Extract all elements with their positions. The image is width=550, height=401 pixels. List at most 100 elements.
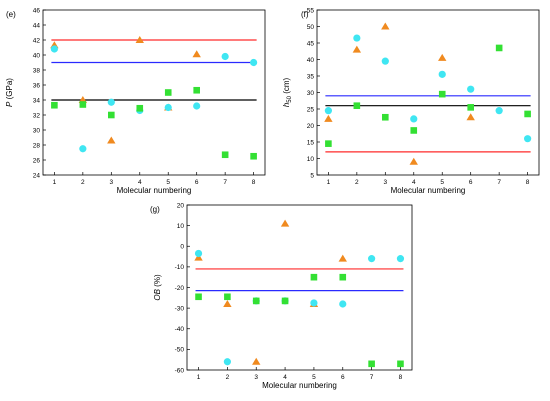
data-point-circle xyxy=(467,85,475,93)
data-point-square xyxy=(410,127,418,134)
data-point-triangle xyxy=(107,136,116,144)
chart-panel-2: -60 -50 -40 -30 -20 -10 0 10 20 1 2 3 4 5 6 7 8 Molecular… xyxy=(150,202,413,390)
data-point-circle xyxy=(250,58,258,67)
data-point-circle xyxy=(324,107,332,115)
x-tick-label: 7 xyxy=(370,374,374,381)
data-point-circle xyxy=(339,300,347,308)
data-point-circle xyxy=(50,45,58,53)
y-axis-title: h50 (cm) xyxy=(282,77,293,107)
x-tick-label: 4 xyxy=(138,179,142,186)
x-axis-title: Molecular numbering xyxy=(391,186,466,195)
data-point-circle xyxy=(524,135,532,143)
data-point-triangle xyxy=(324,114,333,122)
data-point-square xyxy=(310,273,318,281)
y-tick-label: 36 xyxy=(33,82,41,89)
data-point-square xyxy=(221,151,229,159)
y-tick-label: 26 xyxy=(33,157,41,164)
y-tick-label: 40 xyxy=(307,57,315,64)
data-point-circle xyxy=(381,57,389,65)
y-tick-label: 32 xyxy=(33,112,41,119)
y-tick-label: 10 xyxy=(177,223,185,230)
data-point-triangle xyxy=(194,253,203,261)
x-tick-label: 3 xyxy=(383,179,387,186)
y-tick-label: 38 xyxy=(33,67,41,74)
data-point-square xyxy=(51,101,58,109)
x-tick-label: 8 xyxy=(252,179,256,186)
data-point-square xyxy=(250,152,257,160)
data-point-square xyxy=(164,89,172,96)
y-tick-label: 24 xyxy=(33,172,41,179)
x-tick-label: 5 xyxy=(440,179,444,186)
y-tick-label: 35 xyxy=(307,73,315,80)
x-tick-label: 6 xyxy=(195,179,199,186)
data-point-square xyxy=(368,360,375,368)
y-tick-label: 30 xyxy=(33,127,41,134)
y-tick-label: 46 xyxy=(33,7,41,14)
x-tick-label: 7 xyxy=(497,179,501,186)
data-point-circle xyxy=(495,107,503,115)
x-axis-title: Molecular numbering xyxy=(117,186,192,195)
data-point-square xyxy=(252,297,260,305)
plot-frame xyxy=(186,204,413,371)
y-tick-label: 28 xyxy=(33,142,41,149)
data-point-square xyxy=(281,297,289,305)
data-point-square xyxy=(397,360,404,368)
data-point-triangle xyxy=(338,254,347,262)
data-point-triangle xyxy=(280,219,290,227)
data-point-triangle xyxy=(135,36,144,43)
data-point-circle xyxy=(410,115,418,123)
y-tick-label: -50 xyxy=(175,347,185,354)
data-point-triangle xyxy=(381,22,390,30)
data-point-circle xyxy=(368,255,376,263)
y-axis-title: OB (%) xyxy=(153,274,162,301)
y-tick-label: -10 xyxy=(175,264,185,271)
data-point-circle xyxy=(353,34,361,42)
x-tick-label: 6 xyxy=(469,179,473,186)
data-point-circle xyxy=(79,145,87,153)
y-tick-label: 34 xyxy=(33,97,41,104)
data-point-square xyxy=(438,90,446,98)
y-tick-label: 42 xyxy=(33,37,41,44)
data-point-square xyxy=(195,293,202,301)
y-tick-label: 20 xyxy=(307,123,315,130)
data-point-square xyxy=(193,86,200,94)
data-point-circle xyxy=(194,249,203,258)
y-tick-label: 50 xyxy=(307,24,315,31)
data-point-circle xyxy=(396,255,405,263)
data-point-square xyxy=(524,110,531,118)
x-tick-label: 2 xyxy=(226,374,230,381)
data-point-triangle xyxy=(438,53,447,61)
data-point-square xyxy=(353,102,361,109)
data-point-square xyxy=(382,113,389,121)
data-point-circle xyxy=(221,52,229,61)
data-point-circle xyxy=(107,98,115,106)
data-point-square xyxy=(79,101,87,108)
data-point-square xyxy=(495,44,503,52)
data-point-circle xyxy=(310,299,318,307)
data-point-circle xyxy=(223,358,231,366)
data-point-circle xyxy=(438,70,446,78)
y-tick-label: 30 xyxy=(307,90,315,97)
y-tick-label: -60 xyxy=(175,367,185,374)
x-tick-label: 5 xyxy=(312,374,316,381)
y-tick-label: -30 xyxy=(175,305,185,312)
data-point-triangle xyxy=(352,45,362,53)
x-tick-label: 1 xyxy=(327,179,331,186)
x-tick-label: 1 xyxy=(53,179,57,186)
data-point-circle xyxy=(164,103,172,112)
y-tick-label: 40 xyxy=(33,52,41,59)
data-point-triangle xyxy=(223,300,232,307)
x-tick-label: 4 xyxy=(283,374,287,381)
data-point-square xyxy=(136,104,144,112)
data-point-square xyxy=(325,140,332,147)
panel-label: (f) xyxy=(301,10,309,19)
data-point-triangle xyxy=(409,157,418,165)
plot-frame xyxy=(42,9,266,176)
y-tick-label: -40 xyxy=(175,326,185,333)
data-point-triangle xyxy=(466,113,475,121)
data-point-square xyxy=(467,104,474,111)
y-tick-label: 55 xyxy=(307,7,315,14)
data-point-square xyxy=(339,273,347,281)
x-tick-label: 4 xyxy=(412,179,416,186)
